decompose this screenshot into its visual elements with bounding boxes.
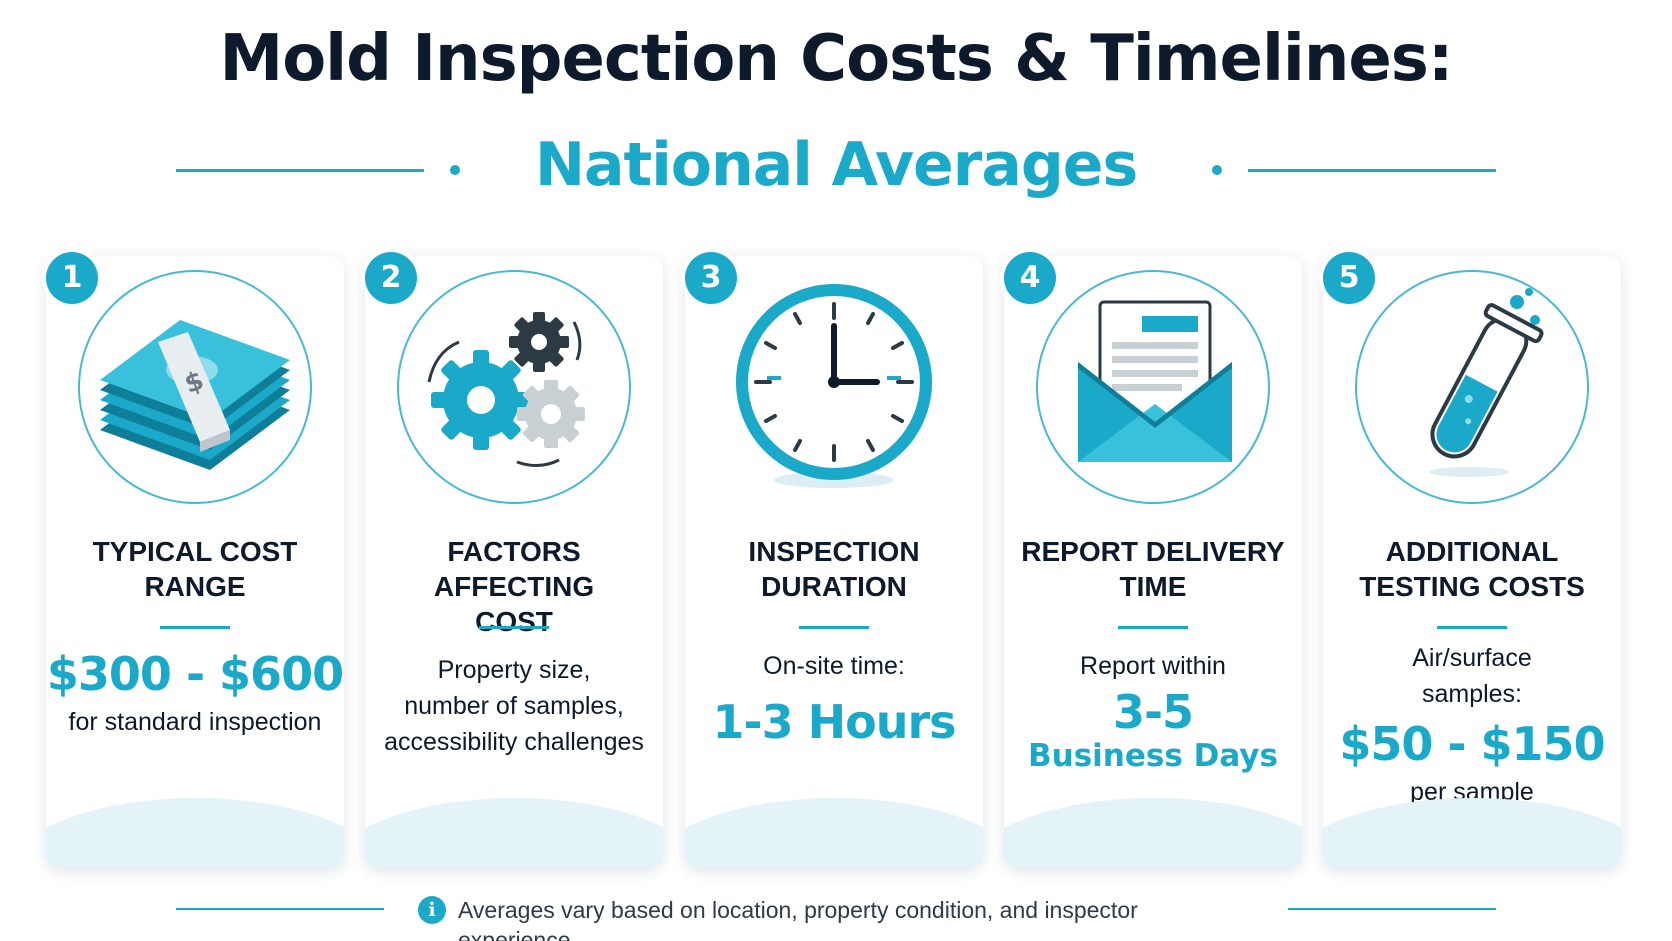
gears-icon: [397, 270, 631, 504]
subtitle-dot-left: [450, 165, 460, 175]
card-divider: [160, 626, 230, 629]
card-title: INSPECTION DURATION: [685, 534, 983, 604]
card-report-delivery-time: REPORT DELIVERY TIME Report within 3-5 B…: [1004, 256, 1302, 868]
factor-text-line: number of samples,: [404, 692, 624, 720]
card-title-line: ADDITIONAL: [1385, 536, 1559, 567]
card-divider: [799, 626, 869, 629]
card-title-line: RANGE: [144, 571, 246, 602]
card-additional-testing-costs: ADDITIONAL TESTING COSTS Air/surface sam…: [1323, 256, 1621, 868]
footer-note: Averages vary based on location, propert…: [458, 897, 1138, 941]
card-wave-decoration: [46, 798, 344, 868]
card-title-line: TESTING COSTS: [1359, 571, 1585, 602]
card-title-line: TYPICAL COST: [92, 536, 298, 567]
card-title: FACTORS AFFECTING COST: [365, 534, 663, 639]
test-tube-icon: [1355, 270, 1589, 504]
card-title: REPORT DELIVERY TIME: [1004, 534, 1302, 604]
card-title-line: REPORT DELIVERY: [1021, 536, 1285, 567]
card-inspection-duration: INSPECTION DURATION On-site time: 1-3 Ho…: [685, 256, 983, 868]
card-divider: [1437, 626, 1507, 629]
card-title-line: FACTORS AFFECTING: [433, 536, 595, 602]
card-wave-decoration: [685, 798, 983, 868]
testing-label-line: samples:: [1421, 680, 1523, 708]
report-delivery-value: 3-5: [1112, 685, 1194, 739]
cost-range-note: for standard inspection: [68, 708, 322, 736]
subtitle-divider-left: [176, 169, 424, 172]
footer-divider-right: [1288, 908, 1496, 910]
footer-divider-left: [176, 908, 384, 910]
step-badge: 2: [365, 252, 417, 304]
card-divider: [1118, 626, 1188, 629]
card-title: ADDITIONAL TESTING COSTS: [1323, 534, 1621, 604]
factor-text-line: accessibility challenges: [384, 728, 644, 756]
card-title-line: TIME: [1119, 571, 1187, 602]
card-divider: [479, 626, 549, 629]
card-title-line: COST: [475, 606, 553, 637]
card-title-line: DURATION: [761, 571, 907, 602]
step-badge: 1: [46, 252, 98, 304]
card-title: TYPICAL COST RANGE: [46, 534, 344, 604]
page-title: Mold Inspection Costs & Timelines:: [219, 22, 1454, 96]
duration-value: 1-3 Hours: [712, 695, 956, 749]
step-badge: 3: [685, 252, 737, 304]
envelope-report-icon: [1036, 270, 1270, 504]
card-wave-decoration: [1323, 798, 1621, 868]
card-wave-decoration: [1004, 798, 1302, 868]
card-factors-affecting-cost: FACTORS AFFECTING COST Property size, nu…: [365, 256, 663, 868]
factor-text-line: Property size,: [437, 656, 591, 684]
card-wave-decoration: [365, 798, 663, 868]
info-icon: i: [418, 896, 446, 924]
card-typical-cost: $ TYPICAL COST RANGE $300 - $600 for sta…: [46, 256, 344, 868]
duration-label: On-site time:: [763, 652, 905, 680]
step-badge: 5: [1323, 252, 1375, 304]
testing-cost-value: $50 - $150: [1339, 717, 1605, 771]
step-badge: 4: [1004, 252, 1056, 304]
card-title-line: INSPECTION: [748, 536, 920, 567]
testing-label-line: Air/surface: [1412, 644, 1532, 672]
report-delivery-label: Report within: [1080, 652, 1226, 680]
clock-icon: [717, 270, 951, 504]
page-subtitle: National Averages: [534, 130, 1138, 200]
money-stack-icon: $: [78, 270, 312, 504]
subtitle-row: National Averages: [0, 122, 1672, 212]
subtitle-divider-right: [1248, 169, 1496, 172]
report-delivery-unit: Business Days: [1028, 738, 1278, 774]
subtitle-dot-right: [1212, 165, 1222, 175]
cost-range-value: $300 - $600: [46, 647, 344, 701]
